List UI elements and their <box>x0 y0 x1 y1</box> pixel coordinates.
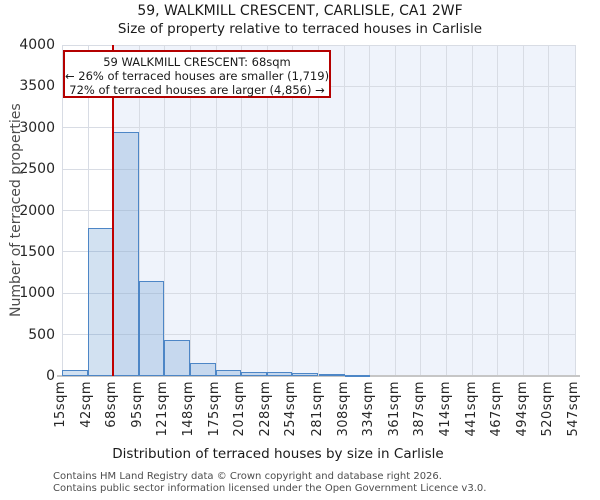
x-axis-tick-label: 228sqm <box>258 381 274 437</box>
histogram-bar <box>62 370 89 376</box>
vertical-gridline <box>87 45 89 376</box>
vertical-gridline <box>138 45 140 376</box>
histogram-bar <box>344 374 370 377</box>
x-axis-tick-label: 361sqm <box>386 381 402 437</box>
vertical-gridline <box>395 45 397 376</box>
vertical-gridline <box>61 45 63 376</box>
x-axis-tick-label: 414sqm <box>437 381 453 437</box>
y-axis-tick-label: 3500 <box>19 78 55 95</box>
vertical-gridline <box>472 45 474 376</box>
annotation-box: 59 WALKMILL CRESCENT: 68sqm ← 26% of ter… <box>63 50 331 98</box>
x-axis-tick-label: 494sqm <box>514 381 530 437</box>
y-axis-tick-label: 0 <box>46 368 55 384</box>
vertical-gridline <box>163 45 165 376</box>
footer-line-2: Contains public sector information licen… <box>53 482 487 494</box>
vertical-gridline <box>291 45 293 376</box>
y-axis-tick-label: 3000 <box>19 119 55 136</box>
annotation-line-smaller: ← 26% of terraced houses are smaller (1,… <box>65 69 330 83</box>
vertical-gridline <box>523 45 525 376</box>
x-axis-title: Distribution of terraced houses by size … <box>112 446 444 462</box>
histogram-bar <box>88 227 114 376</box>
chart-subtitle: Size of property relative to terraced ho… <box>117 21 483 37</box>
annotation-line-property: 59 WALKMILL CRESCENT: 68sqm <box>103 55 291 69</box>
vertical-gridline <box>497 45 499 376</box>
vertical-gridline <box>266 45 268 376</box>
histogram-bar <box>241 371 268 376</box>
x-axis-tick-label: 68sqm <box>104 381 120 428</box>
x-axis-tick-label: 148sqm <box>181 381 197 437</box>
histogram-bar <box>292 373 319 376</box>
histogram-bar <box>318 374 345 377</box>
x-axis-tick-label: 175sqm <box>207 381 223 437</box>
vertical-gridline <box>189 45 191 376</box>
x-axis-tick-label: 95sqm <box>130 381 146 428</box>
y-axis-tick-label: 500 <box>28 326 55 343</box>
y-axis-title: Number of terraced properties <box>8 103 24 318</box>
y-axis-tick-label: 1000 <box>19 285 55 302</box>
x-axis-tick-label: 42sqm <box>79 381 95 428</box>
histogram-bar <box>139 280 165 376</box>
x-axis-tick-label: 254sqm <box>283 381 299 437</box>
histogram-bar <box>190 362 217 376</box>
x-axis-tick-label: 387sqm <box>411 381 427 437</box>
vertical-gridline <box>548 45 550 376</box>
histogram-bar <box>113 131 140 376</box>
histogram-bar <box>164 340 191 376</box>
chart-title: 59, WALKMILL CRESCENT, CARLISLE, CA1 2WF <box>137 3 463 19</box>
attribution-footer: Contains HM Land Registry data © Crown c… <box>53 471 486 494</box>
x-axis-tick-label: 15sqm <box>53 381 68 428</box>
x-axis-tick-label: 334sqm <box>360 381 376 437</box>
y-axis-tick-label: 2500 <box>19 161 55 178</box>
histogram-bar <box>216 370 242 376</box>
vertical-gridline <box>420 45 422 376</box>
vertical-gridline <box>369 45 371 376</box>
x-axis-tick-label: 281sqm <box>309 381 325 437</box>
vertical-gridline <box>344 45 346 376</box>
y-axis-tick-label: 1500 <box>19 243 55 260</box>
y-axis-tick-label: 4000 <box>19 37 55 53</box>
property-size-marker-line <box>112 45 115 376</box>
vertical-gridline <box>215 45 217 376</box>
footer-line-1: Contains HM Land Registry data © Crown c… <box>53 471 442 482</box>
y-axis-tick-label: 2000 <box>19 202 55 219</box>
x-axis-tick-label: 441sqm <box>463 381 479 437</box>
x-axis-tick-label: 520sqm <box>539 381 555 437</box>
annotation-line-larger: 72% of terraced houses are larger (4,856… <box>69 83 325 97</box>
x-axis-tick-label: 547sqm <box>566 381 581 437</box>
x-axis-tick-label: 308sqm <box>335 381 351 437</box>
vertical-gridline <box>318 45 319 376</box>
x-axis-tick-label: 467sqm <box>488 381 504 437</box>
x-axis-tick-label: 201sqm <box>232 381 248 437</box>
x-axis-tick-label: 121sqm <box>155 381 171 437</box>
vertical-gridline <box>240 45 242 376</box>
vertical-gridline <box>446 45 448 376</box>
vertical-gridline <box>574 45 576 376</box>
histogram-bar <box>267 372 293 376</box>
